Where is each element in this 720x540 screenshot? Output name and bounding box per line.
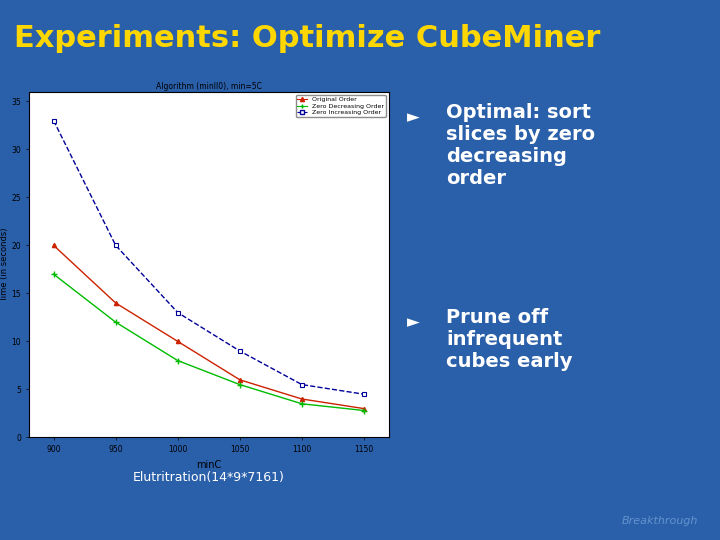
Text: Elutritration(14*9*7161): Elutritration(14*9*7161) <box>133 471 284 484</box>
Text: Breakthrough: Breakthrough <box>622 516 698 526</box>
Text: ►: ► <box>407 108 420 126</box>
Text: Optimal: sort
slices by zero
decreasing
order: Optimal: sort slices by zero decreasing … <box>446 103 595 187</box>
Title: Algorithm (minIl0), min=5C: Algorithm (minIl0), min=5C <box>156 82 262 91</box>
Y-axis label: Time (in seconds): Time (in seconds) <box>0 227 9 302</box>
Text: Prune off
infrequent
cubes early: Prune off infrequent cubes early <box>446 308 573 371</box>
Text: ►: ► <box>407 313 420 331</box>
X-axis label: minC: minC <box>196 460 222 470</box>
Text: Experiments: Optimize CubeMiner: Experiments: Optimize CubeMiner <box>14 24 600 53</box>
Legend: Original Order, Zero Decreasing Order, Zero Increasing Order: Original Order, Zero Decreasing Order, Z… <box>295 95 386 117</box>
